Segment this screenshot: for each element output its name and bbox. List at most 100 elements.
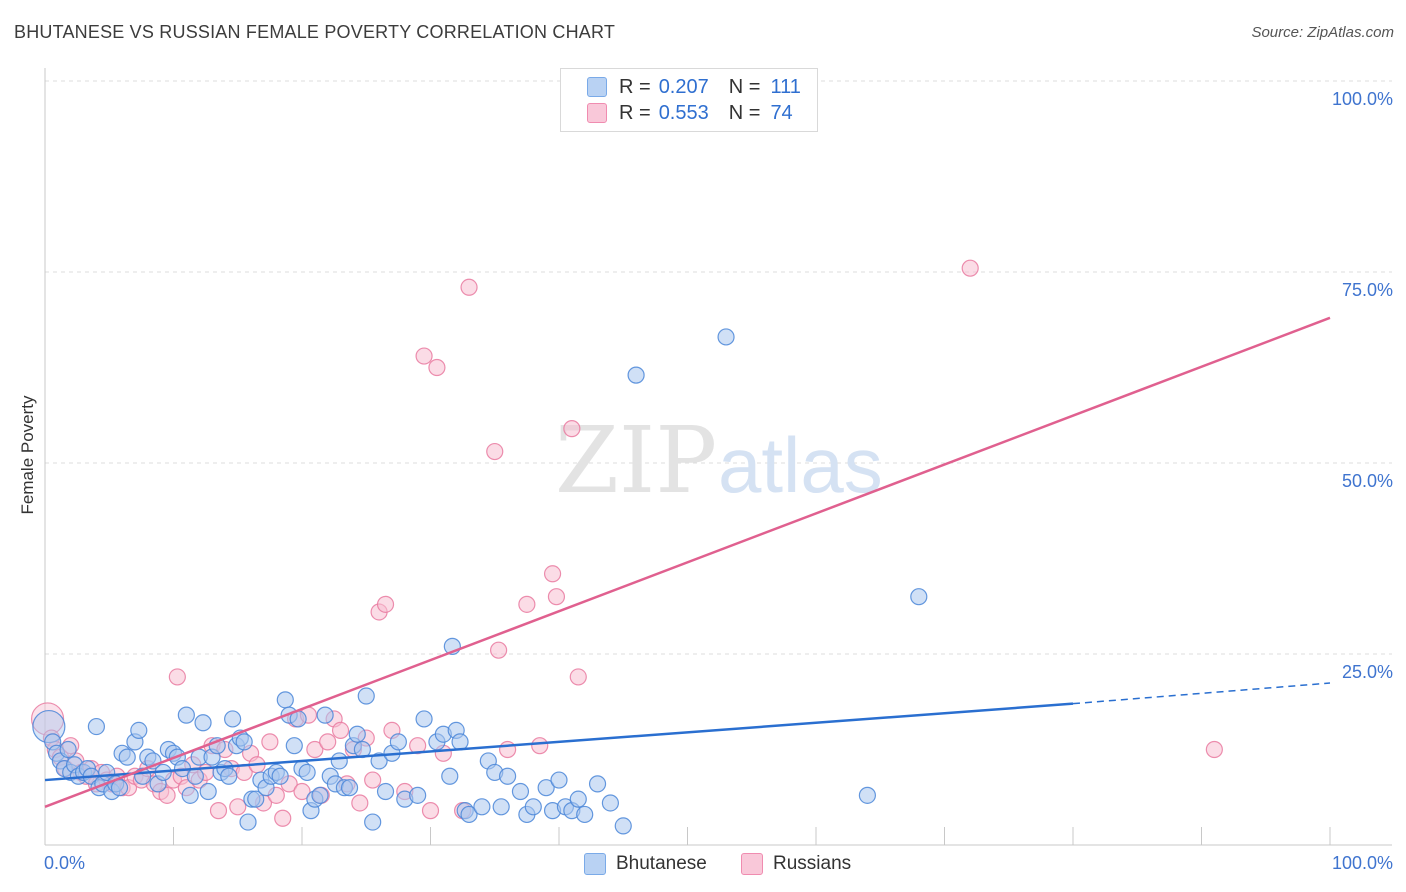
bottom-legend-label: Bhutanese (616, 853, 707, 874)
data-point (518, 595, 536, 613)
data-point (370, 752, 388, 770)
data-point (415, 347, 433, 365)
data-point (499, 767, 517, 785)
data-point (330, 752, 348, 770)
data-point (543, 565, 562, 583)
trend-line-bhutanese-extension (1072, 682, 1331, 705)
data-point (389, 733, 407, 751)
series-bhutanese (32, 328, 928, 835)
data-point (340, 779, 359, 797)
data-point (588, 775, 607, 793)
data-point (293, 782, 311, 801)
legend-r-value: 0.207 (658, 75, 709, 98)
data-point (531, 737, 549, 755)
trend-lines (44, 316, 1331, 808)
data-point (717, 328, 735, 346)
data-point (261, 733, 279, 751)
trend-line-bhutanese (44, 702, 1074, 782)
trend-line-russians (44, 316, 1331, 808)
data-point (319, 733, 337, 751)
legend-swatch-bhutanese (587, 77, 607, 97)
watermark: ZIP atlas (555, 407, 883, 514)
data-point (547, 588, 566, 606)
data-point (357, 687, 375, 705)
data-point (181, 786, 199, 804)
grid-lines (45, 80, 1392, 655)
data-point (224, 710, 242, 728)
legend-swatch-russians (587, 103, 607, 123)
data-point (209, 802, 228, 820)
legend-r-value: 0.553 (658, 101, 709, 124)
data-point (486, 442, 504, 461)
data-point (563, 420, 581, 438)
data-point (177, 706, 195, 724)
data-point (511, 782, 530, 801)
data-point (331, 721, 350, 740)
data-point (87, 717, 106, 736)
data-point (271, 767, 289, 785)
data-point (59, 740, 77, 759)
bottom-legend-russians: Russians (741, 851, 851, 877)
data-point (490, 641, 508, 659)
data-point (415, 710, 433, 728)
legend-row-bhutanese: R = 0.207 N = 111 (587, 74, 801, 100)
data-point (460, 805, 478, 824)
data-point (569, 668, 587, 686)
data-point (285, 737, 303, 755)
data-point (348, 725, 366, 743)
data-point (460, 278, 478, 296)
data-point (247, 790, 265, 808)
data-point (276, 691, 294, 709)
data-point (858, 786, 877, 804)
data-point (364, 771, 382, 789)
data-point (194, 714, 212, 732)
data-point (235, 733, 253, 751)
data-point (376, 595, 395, 613)
data-point (576, 805, 594, 824)
y-tick-label: 75.0% (1342, 280, 1393, 300)
data-point (199, 782, 217, 801)
data-point (614, 817, 632, 835)
source-label: Source: ZipAtlas.com (1251, 24, 1394, 41)
bottom-legend-label: Russians (773, 853, 852, 874)
data-point (168, 668, 186, 686)
correlation-legend: R = 0.207 N = 111 R = 0.553 N = 74 (560, 68, 818, 132)
legend-n-value: 111 (770, 75, 801, 98)
legend-n-value: 74 (770, 101, 793, 124)
data-point (1205, 740, 1223, 759)
data-point (569, 790, 587, 808)
x-tick-label: 100.0% (1332, 853, 1393, 873)
data-point (524, 798, 542, 816)
data-point (186, 767, 204, 785)
legend-r-label: R = (619, 101, 651, 124)
data-point (364, 813, 382, 831)
bottom-legend-bhutanese: Bhutanese (584, 851, 707, 877)
data-point (473, 798, 491, 816)
watermark-atlas: atlas (718, 421, 883, 509)
chart-title: BHUTANESE VS RUSSIAN FEMALE POVERTY CORR… (14, 22, 616, 42)
y-tick-label: 50.0% (1342, 471, 1393, 491)
data-point (409, 786, 427, 804)
data-point (550, 771, 568, 789)
data-point (110, 779, 129, 797)
y-tick-label: 25.0% (1342, 662, 1393, 682)
data-point (601, 794, 620, 812)
legend-n-label: N = (728, 75, 761, 98)
legend-r-label: R = (619, 75, 651, 98)
watermark-zip: ZIP (555, 407, 717, 514)
data-point (316, 706, 334, 724)
data-point (910, 588, 928, 606)
data-point (409, 737, 427, 755)
legend-n-label: N = (728, 101, 761, 124)
data-point (274, 809, 292, 827)
data-point (492, 798, 510, 816)
data-point (298, 763, 316, 782)
data-point (961, 259, 979, 277)
x-tick-label: 0.0% (44, 853, 85, 873)
data-point (421, 802, 440, 820)
data-point (499, 740, 517, 759)
data-point (229, 798, 247, 816)
legend-row-russians: R = 0.553 N = 74 (587, 100, 793, 126)
y-tick-label: 100.0% (1332, 89, 1393, 109)
data-point (306, 740, 324, 759)
